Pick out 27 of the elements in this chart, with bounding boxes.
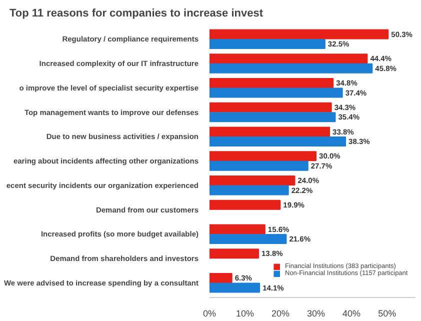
bar bbox=[210, 151, 317, 162]
bar bbox=[210, 112, 336, 122]
bar bbox=[210, 78, 334, 88]
bar bbox=[210, 224, 266, 234]
bar bbox=[210, 54, 368, 64]
bar bbox=[210, 185, 289, 196]
bar bbox=[210, 29, 389, 40]
bar bbox=[210, 102, 332, 112]
bar bbox=[210, 88, 343, 98]
bar bbox=[210, 234, 287, 244]
bar bbox=[210, 39, 326, 49]
x-tick-label: 50% bbox=[378, 308, 396, 318]
bar bbox=[210, 200, 281, 210]
bar bbox=[210, 176, 296, 186]
x-tick-label: 30% bbox=[307, 308, 326, 318]
bar bbox=[210, 273, 232, 283]
bar bbox=[210, 63, 373, 74]
bar bbox=[210, 248, 260, 259]
x-tick-label: 20% bbox=[272, 308, 290, 318]
x-tick-label: 10% bbox=[236, 308, 254, 318]
bar bbox=[210, 126, 330, 137]
bar bbox=[210, 136, 346, 146]
x-tick-label: 40% bbox=[342, 308, 361, 318]
bar bbox=[210, 282, 260, 293]
chart-title: Top 11 reasons for companies to increase invest bbox=[10, 8, 264, 20]
bar bbox=[210, 160, 308, 171]
x-tick-label: 0% bbox=[202, 308, 216, 318]
